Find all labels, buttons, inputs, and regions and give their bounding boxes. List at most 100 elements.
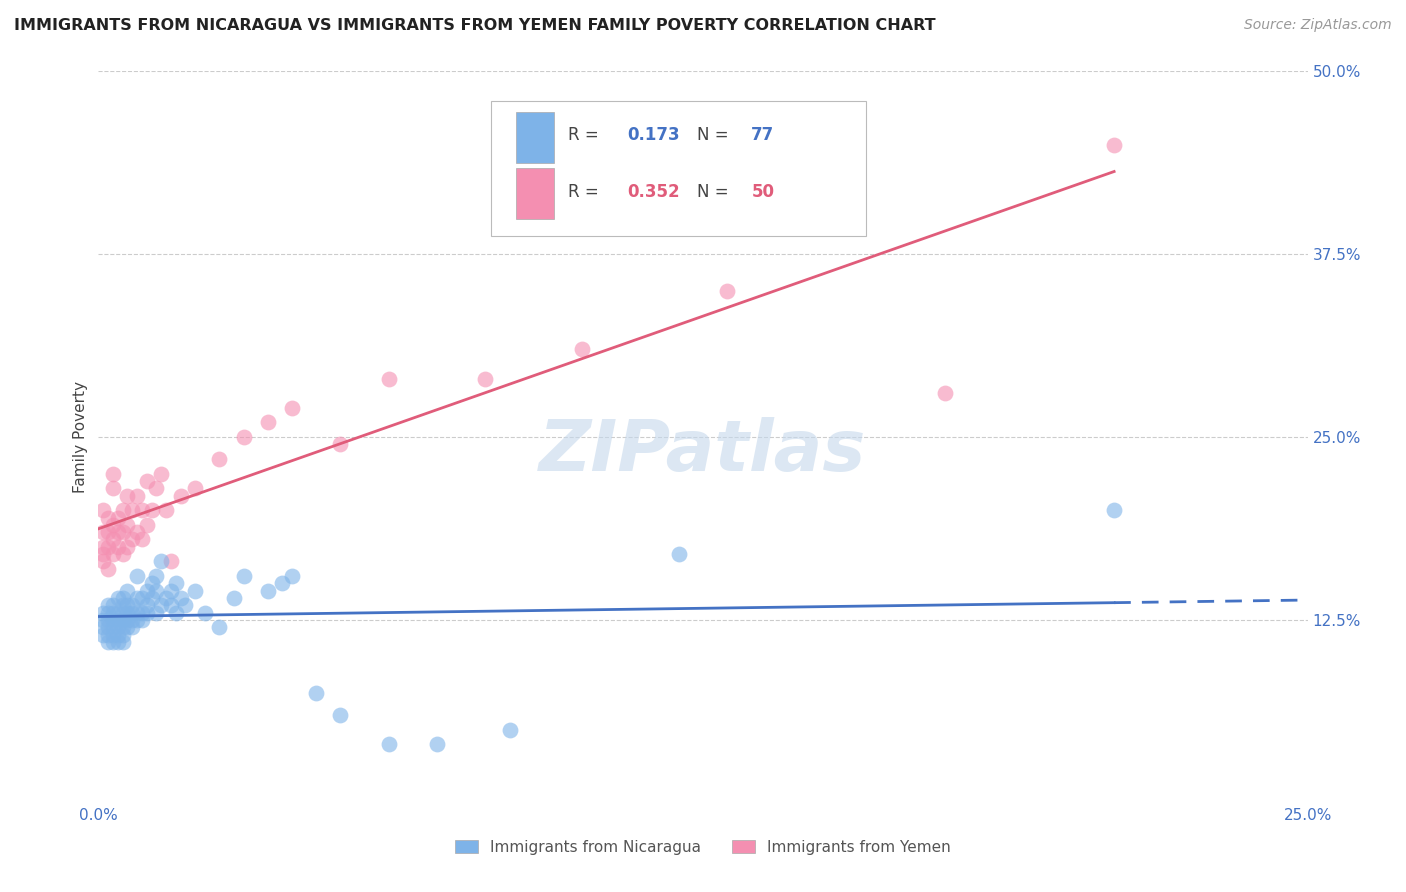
Point <box>716 284 738 298</box>
Point <box>111 613 134 627</box>
Point <box>174 599 197 613</box>
Text: IMMIGRANTS FROM NICARAGUA VS IMMIGRANTS FROM YEMEN FAMILY POVERTY CORRELATION CH: IMMIGRANTS FROM NICARAGUA VS IMMIGRANTS … <box>14 18 935 33</box>
Point <box>121 599 143 613</box>
Point <box>165 576 187 591</box>
Text: N =: N = <box>697 126 734 144</box>
Point <box>165 606 187 620</box>
Point <box>111 635 134 649</box>
Point <box>111 525 134 540</box>
Point <box>208 620 231 634</box>
Point <box>184 481 207 495</box>
Point <box>160 599 183 613</box>
Point <box>101 635 124 649</box>
Point <box>107 627 129 641</box>
Point <box>101 613 124 627</box>
Point <box>135 606 157 620</box>
Point <box>117 613 139 627</box>
Point <box>194 606 217 620</box>
Point <box>111 620 134 634</box>
Point <box>571 343 593 357</box>
Point <box>107 540 129 554</box>
Point <box>150 467 173 481</box>
Point <box>145 606 167 620</box>
Point <box>131 606 153 620</box>
Point <box>107 620 129 634</box>
Point <box>169 489 191 503</box>
Point <box>232 569 254 583</box>
Point <box>145 583 167 598</box>
Point <box>222 591 245 605</box>
Point <box>117 620 139 634</box>
Point <box>107 525 129 540</box>
Point <box>107 635 129 649</box>
Point <box>121 503 143 517</box>
Text: R =: R = <box>568 126 603 144</box>
Point <box>91 613 114 627</box>
Point <box>111 627 134 641</box>
Point <box>141 591 163 605</box>
Point <box>117 489 139 503</box>
Point <box>111 503 134 517</box>
Point <box>121 613 143 627</box>
Point <box>150 599 173 613</box>
Point <box>91 554 114 568</box>
Point <box>117 599 139 613</box>
Point <box>111 547 134 561</box>
Point <box>135 517 157 532</box>
Point <box>97 599 120 613</box>
Point <box>271 576 294 591</box>
FancyBboxPatch shape <box>516 168 554 219</box>
Point <box>668 547 690 561</box>
Text: 77: 77 <box>751 126 775 144</box>
Legend: Immigrants from Nicaragua, Immigrants from Yemen: Immigrants from Nicaragua, Immigrants fr… <box>449 834 957 861</box>
FancyBboxPatch shape <box>492 101 866 235</box>
Y-axis label: Family Poverty: Family Poverty <box>73 381 89 493</box>
Point <box>101 547 124 561</box>
Point <box>117 540 139 554</box>
Point <box>135 599 157 613</box>
Point <box>160 554 183 568</box>
Point <box>813 196 835 211</box>
Point <box>498 723 520 737</box>
Point <box>91 503 114 517</box>
Point <box>91 606 114 620</box>
Point <box>377 737 399 751</box>
Text: 0.352: 0.352 <box>627 183 679 201</box>
Point <box>97 635 120 649</box>
Point <box>97 540 120 554</box>
Point <box>141 576 163 591</box>
Point <box>101 533 124 547</box>
Point <box>91 540 114 554</box>
Text: ZIPatlas: ZIPatlas <box>540 417 866 486</box>
Point <box>169 591 191 605</box>
Point <box>281 569 304 583</box>
Point <box>184 583 207 598</box>
Point <box>127 489 149 503</box>
Point <box>97 627 120 641</box>
Point <box>91 627 114 641</box>
Point <box>97 606 120 620</box>
Point <box>145 569 167 583</box>
Point <box>121 533 143 547</box>
Point <box>934 386 956 401</box>
Point <box>101 627 124 641</box>
Point <box>97 620 120 634</box>
Point <box>97 510 120 524</box>
Point <box>281 401 304 415</box>
Point <box>101 599 124 613</box>
Point <box>131 533 153 547</box>
Point <box>150 554 173 568</box>
Point <box>141 503 163 517</box>
Point <box>111 599 134 613</box>
Point <box>127 525 149 540</box>
Point <box>101 517 124 532</box>
Point <box>1102 137 1125 152</box>
Point <box>91 547 114 561</box>
Point <box>127 569 149 583</box>
Text: N =: N = <box>697 183 734 201</box>
Point <box>256 583 278 598</box>
Text: Source: ZipAtlas.com: Source: ZipAtlas.com <box>1244 18 1392 32</box>
Point <box>117 583 139 598</box>
Point <box>121 606 143 620</box>
Point <box>107 510 129 524</box>
